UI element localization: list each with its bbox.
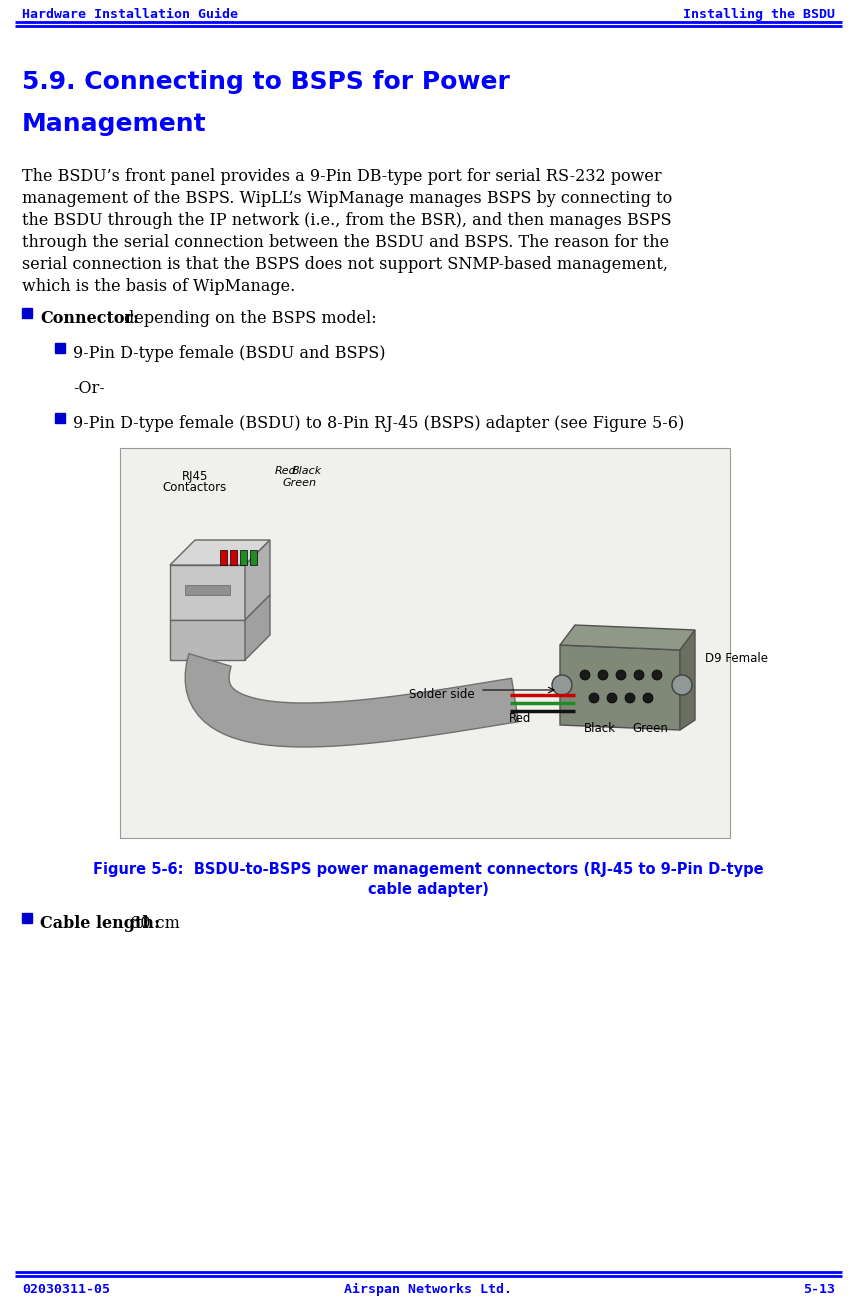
Text: D9 Female: D9 Female xyxy=(705,653,768,666)
Polygon shape xyxy=(560,625,695,650)
Text: Green: Green xyxy=(632,722,668,734)
Circle shape xyxy=(625,693,635,703)
Text: Contactors: Contactors xyxy=(163,481,227,494)
Circle shape xyxy=(589,693,599,703)
Text: Black: Black xyxy=(584,722,616,734)
Circle shape xyxy=(616,670,626,680)
Circle shape xyxy=(552,675,572,696)
Text: 5.9. Connecting to BSPS for Power: 5.9. Connecting to BSPS for Power xyxy=(22,70,510,94)
Text: which is the basis of WipManage.: which is the basis of WipManage. xyxy=(22,278,296,295)
Text: through the serial connection between the BSDU and BSPS. The reason for the: through the serial connection between th… xyxy=(22,234,669,251)
Polygon shape xyxy=(170,566,245,620)
Polygon shape xyxy=(185,585,230,595)
Text: Figure 5-6:  BSDU-to-BSPS power management connectors (RJ-45 to 9-Pin D-type: Figure 5-6: BSDU-to-BSPS power managemen… xyxy=(93,862,764,878)
Circle shape xyxy=(643,693,653,703)
Polygon shape xyxy=(245,540,270,620)
Text: 60 cm: 60 cm xyxy=(125,915,180,932)
Circle shape xyxy=(607,693,617,703)
Polygon shape xyxy=(230,550,237,566)
Text: Red: Red xyxy=(509,712,531,725)
Text: Solder side: Solder side xyxy=(410,688,475,701)
Circle shape xyxy=(580,670,590,680)
Circle shape xyxy=(652,670,662,680)
Polygon shape xyxy=(170,540,270,566)
Text: 5-13: 5-13 xyxy=(803,1283,835,1296)
Text: 9-Pin D-type female (BSDU) to 8-Pin RJ-45 (BSPS) adapter (see Figure 5-6): 9-Pin D-type female (BSDU) to 8-Pin RJ-4… xyxy=(73,415,684,432)
Circle shape xyxy=(672,675,692,696)
Polygon shape xyxy=(245,595,270,660)
Polygon shape xyxy=(680,630,695,731)
Text: 02030311-05: 02030311-05 xyxy=(22,1283,110,1296)
Text: depending on the BSPS model:: depending on the BSPS model: xyxy=(119,309,376,328)
Text: Airspan Networks Ltd.: Airspan Networks Ltd. xyxy=(344,1283,512,1296)
Text: Red: Red xyxy=(275,465,297,476)
Polygon shape xyxy=(250,550,257,566)
Text: Hardware Installation Guide: Hardware Installation Guide xyxy=(22,8,238,21)
Text: Black: Black xyxy=(292,465,322,476)
Text: cable adapter): cable adapter) xyxy=(368,881,488,897)
Text: serial connection is that the BSPS does not support SNMP-based management,: serial connection is that the BSPS does … xyxy=(22,256,668,273)
Circle shape xyxy=(634,670,644,680)
Text: RJ45: RJ45 xyxy=(182,471,208,484)
Text: Management: Management xyxy=(22,112,207,136)
Polygon shape xyxy=(240,550,247,566)
Text: Connector:: Connector: xyxy=(40,309,139,328)
Polygon shape xyxy=(185,654,518,747)
Bar xyxy=(22,308,32,318)
Polygon shape xyxy=(170,620,245,660)
Text: 9-Pin D-type female (BSDU and BSPS): 9-Pin D-type female (BSDU and BSPS) xyxy=(73,344,386,361)
Bar xyxy=(55,413,65,423)
Polygon shape xyxy=(560,645,680,731)
Text: Installing the BSDU: Installing the BSDU xyxy=(683,8,835,21)
Bar xyxy=(120,448,730,838)
Text: The BSDU’s front panel provides a 9-Pin DB-type port for serial RS-232 power: The BSDU’s front panel provides a 9-Pin … xyxy=(22,168,662,185)
Bar xyxy=(22,913,32,923)
Polygon shape xyxy=(220,550,227,566)
Bar xyxy=(55,343,65,354)
Text: -Or-: -Or- xyxy=(73,380,105,396)
Circle shape xyxy=(598,670,608,680)
Text: Cable length:: Cable length: xyxy=(40,915,160,932)
Text: management of the BSPS. WipLL’s WipManage manages BSPS by connecting to: management of the BSPS. WipLL’s WipManag… xyxy=(22,190,672,207)
Text: Green: Green xyxy=(283,478,317,488)
Text: the BSDU through the IP network (i.e., from the BSR), and then manages BSPS: the BSDU through the IP network (i.e., f… xyxy=(22,212,672,229)
